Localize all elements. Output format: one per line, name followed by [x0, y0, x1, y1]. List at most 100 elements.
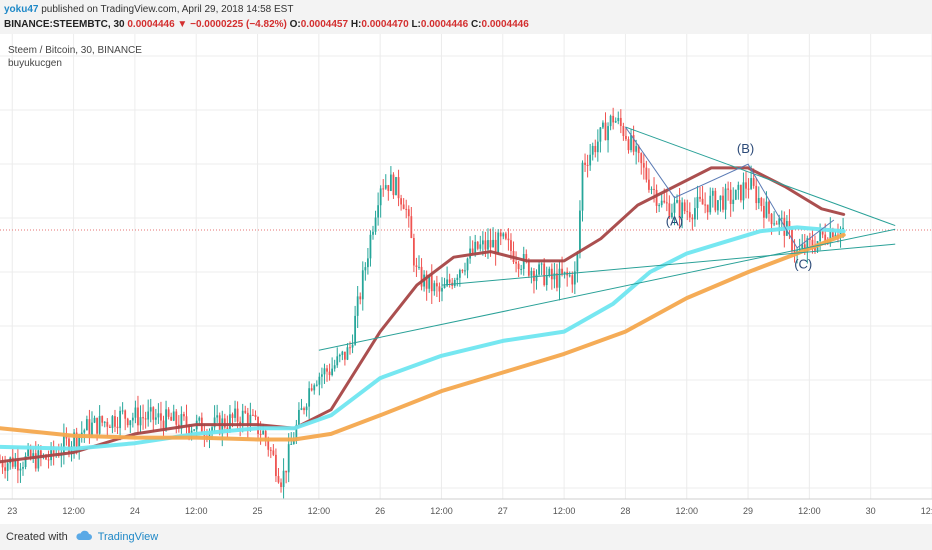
candle-body — [520, 268, 523, 270]
candle-body — [842, 227, 844, 229]
candle-body — [338, 354, 341, 357]
candle-body — [773, 223, 776, 225]
candle-body — [727, 188, 730, 190]
candle-body — [83, 430, 86, 433]
price-chart[interactable]: 23 12:00 24 12:00 25 12:00 26 12:00 27 12:00 28 12:… — [0, 34, 932, 524]
candle-body — [461, 270, 464, 272]
tradingview-brand[interactable]: TradingView — [97, 531, 159, 543]
close-value: 0.0004446 — [481, 19, 529, 30]
candle-body — [653, 188, 655, 190]
candle-body — [824, 234, 827, 242]
candle-body — [709, 195, 712, 213]
candle-body — [346, 347, 349, 360]
candle-body — [372, 231, 374, 235]
candle-body — [435, 283, 438, 287]
candle-body — [550, 268, 553, 280]
candle-body — [116, 426, 119, 429]
candle-body — [165, 409, 167, 430]
candle-body — [389, 174, 392, 191]
trendline — [625, 126, 896, 227]
candle-body — [262, 430, 265, 435]
candle-body — [829, 229, 832, 244]
candle-body — [400, 198, 403, 205]
candle-body — [665, 202, 668, 204]
candle-body — [106, 421, 109, 427]
candle-body — [719, 195, 722, 201]
candle-body — [333, 365, 336, 369]
candle-body — [683, 202, 686, 212]
candle-body — [545, 275, 548, 286]
candle-body — [78, 435, 81, 447]
candle-body — [806, 238, 809, 252]
candle-body — [453, 279, 456, 286]
candle-body — [594, 145, 597, 153]
candle-body — [729, 189, 732, 204]
down-arrow-icon: ▼ — [177, 19, 188, 30]
candle-body — [722, 195, 724, 210]
candle-body — [50, 446, 52, 461]
price-change: −0.0000225 (−4.82%) — [190, 19, 287, 30]
candle-body — [318, 376, 321, 385]
candle-body — [129, 420, 132, 426]
candle-body — [671, 212, 673, 218]
candle-body — [489, 240, 492, 248]
candle-body — [760, 197, 763, 206]
legend-author: buyukucgen — [8, 58, 62, 69]
candle-body — [686, 211, 689, 213]
candle-body — [678, 200, 681, 218]
candle-body — [91, 422, 93, 435]
candle-body — [604, 122, 607, 141]
candle-body — [793, 250, 796, 254]
candle-body — [704, 204, 707, 206]
candle-body — [433, 283, 436, 292]
candle-body — [121, 410, 124, 412]
candle-body — [714, 190, 717, 211]
candle-body — [553, 273, 556, 280]
candle-body — [768, 201, 770, 214]
candle-body — [778, 218, 781, 225]
candle-body — [323, 368, 326, 375]
candle-body — [172, 411, 175, 421]
candle-body — [642, 163, 645, 168]
candle-body — [252, 414, 254, 416]
candle-body — [39, 450, 42, 457]
candle-body — [88, 419, 91, 435]
low-label: L: — [411, 19, 421, 30]
candle-body — [487, 240, 489, 250]
candle-body — [364, 267, 367, 271]
candle-body — [573, 271, 576, 285]
candle-body — [356, 296, 359, 316]
candle-body — [742, 182, 745, 201]
candle-body — [254, 414, 257, 417]
candle-body — [517, 263, 520, 270]
x-tick-label: 26 — [375, 506, 385, 516]
candle-body — [349, 347, 351, 349]
candle-body — [750, 178, 753, 189]
publish-info: published on TradingView.com, April 29, … — [41, 4, 294, 15]
candle-body — [336, 356, 339, 366]
candle-body — [384, 185, 387, 189]
moving-average-line — [0, 225, 846, 451]
footer-bar: Created with TradingView — [0, 524, 932, 550]
candle-body — [246, 412, 249, 426]
candle-body — [1, 462, 4, 468]
candle-body — [568, 275, 571, 277]
candle-body — [420, 266, 423, 287]
candle-body — [321, 374, 323, 377]
candle-body — [379, 188, 382, 206]
candle-body — [359, 296, 362, 300]
moving-average-line — [0, 232, 846, 442]
candle-body — [223, 418, 226, 428]
candle-body — [821, 231, 824, 235]
candle-body — [367, 258, 369, 268]
candle-body — [280, 482, 282, 488]
candle-body — [464, 270, 466, 272]
author-link[interactable]: yoku47 — [4, 4, 39, 15]
candle-body — [717, 200, 719, 211]
candle-body — [438, 286, 441, 292]
candle-body — [300, 408, 303, 410]
candle-body — [231, 414, 234, 418]
candle-body — [581, 162, 584, 211]
candle-body — [625, 136, 627, 140]
candle-body — [655, 189, 658, 206]
